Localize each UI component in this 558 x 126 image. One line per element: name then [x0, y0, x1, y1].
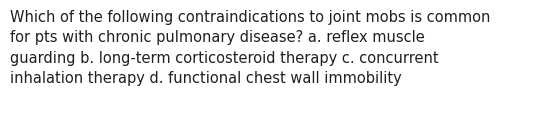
- Text: Which of the following contraindications to joint mobs is common
for pts with ch: Which of the following contraindications…: [10, 10, 490, 86]
